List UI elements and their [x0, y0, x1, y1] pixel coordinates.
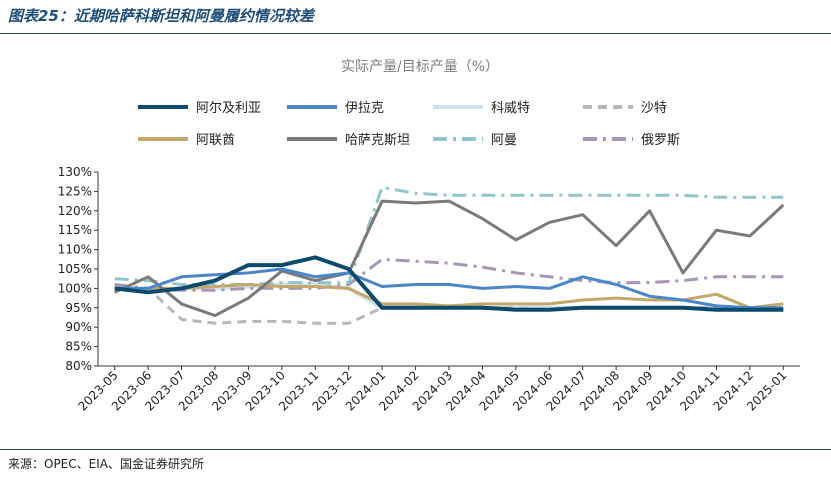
y-tick-label: 80% — [65, 359, 92, 373]
y-tick-label: 115% — [58, 223, 92, 237]
legend-label-5: 阿联酋 — [196, 132, 235, 148]
y-tick-label: 85% — [65, 340, 92, 354]
chart-title: 实际产量/目标产量（%） — [341, 59, 499, 75]
legend-label-1: 阿尔及利亚 — [196, 101, 261, 116]
y-tick-label: 100% — [58, 281, 92, 295]
y-tick-label: 105% — [58, 262, 92, 276]
y-tick-label: 95% — [65, 301, 92, 315]
legend-label-2: 伊拉克 — [345, 101, 384, 116]
legend-label-7: 阿曼 — [491, 133, 517, 148]
series-layer — [114, 186, 785, 325]
y-tick-label: 120% — [58, 204, 92, 218]
series-line-6 — [114, 199, 785, 318]
y-tick-label: 110% — [58, 243, 92, 257]
source-note: 来源：OPEC、EIA、国金证券研究所 — [8, 457, 204, 471]
top-rule — [0, 33, 831, 34]
bottom-rule — [0, 449, 831, 450]
figure-title: 图表25：近期哈萨科斯坦和阿曼履约情况较差 — [8, 7, 314, 25]
legend-label-6: 哈萨克斯坦 — [345, 133, 410, 148]
series-line-5 — [114, 283, 784, 310]
y-tick-label: 125% — [58, 184, 92, 198]
legend-label-4: 沙特 — [641, 101, 667, 116]
legend-label-8: 俄罗斯 — [641, 133, 680, 148]
y-tick-label: 90% — [65, 320, 92, 334]
legend-label-3: 科威特 — [491, 101, 530, 116]
series-line-1 — [114, 255, 784, 312]
y-tick-label: 130% — [58, 165, 92, 179]
